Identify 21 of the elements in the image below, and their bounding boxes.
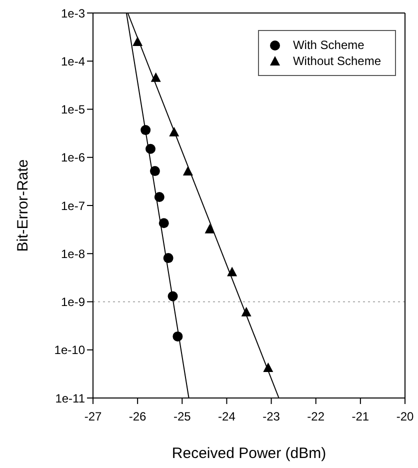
x-tick-label: -21 [352, 410, 370, 424]
y-tick-label: 1e-7 [60, 198, 86, 213]
x-tick-label: -20 [396, 410, 414, 424]
y-tick-label: 1e-4 [60, 54, 86, 68]
x-tick-label: -23 [262, 410, 280, 424]
y-tick-label: 1e-3 [60, 6, 86, 20]
y-axis-title: Bit-Error-Rate [14, 159, 32, 252]
x-tick-label: -22 [307, 410, 325, 424]
y-tick-label: 1e-6 [60, 150, 86, 165]
y-tick-label: 1e-9 [60, 295, 86, 310]
x-axis-title: Received Power (dBm) [172, 445, 326, 462]
x-tick-label: -25 [173, 410, 192, 424]
legend-label: With Scheme [292, 37, 364, 53]
y-tick-label: 1e-11 [55, 391, 86, 406]
y-tick-label: 1e-8 [60, 246, 86, 261]
x-tick-label: -24 [218, 410, 236, 424]
x-tick-label: -26 [128, 410, 147, 424]
x-tick-label: -27 [84, 410, 102, 424]
legend-label: Without Scheme [292, 53, 381, 69]
y-tick-label: 1e-10 [54, 343, 86, 358]
y-tick-label: 1e-5 [60, 102, 86, 117]
